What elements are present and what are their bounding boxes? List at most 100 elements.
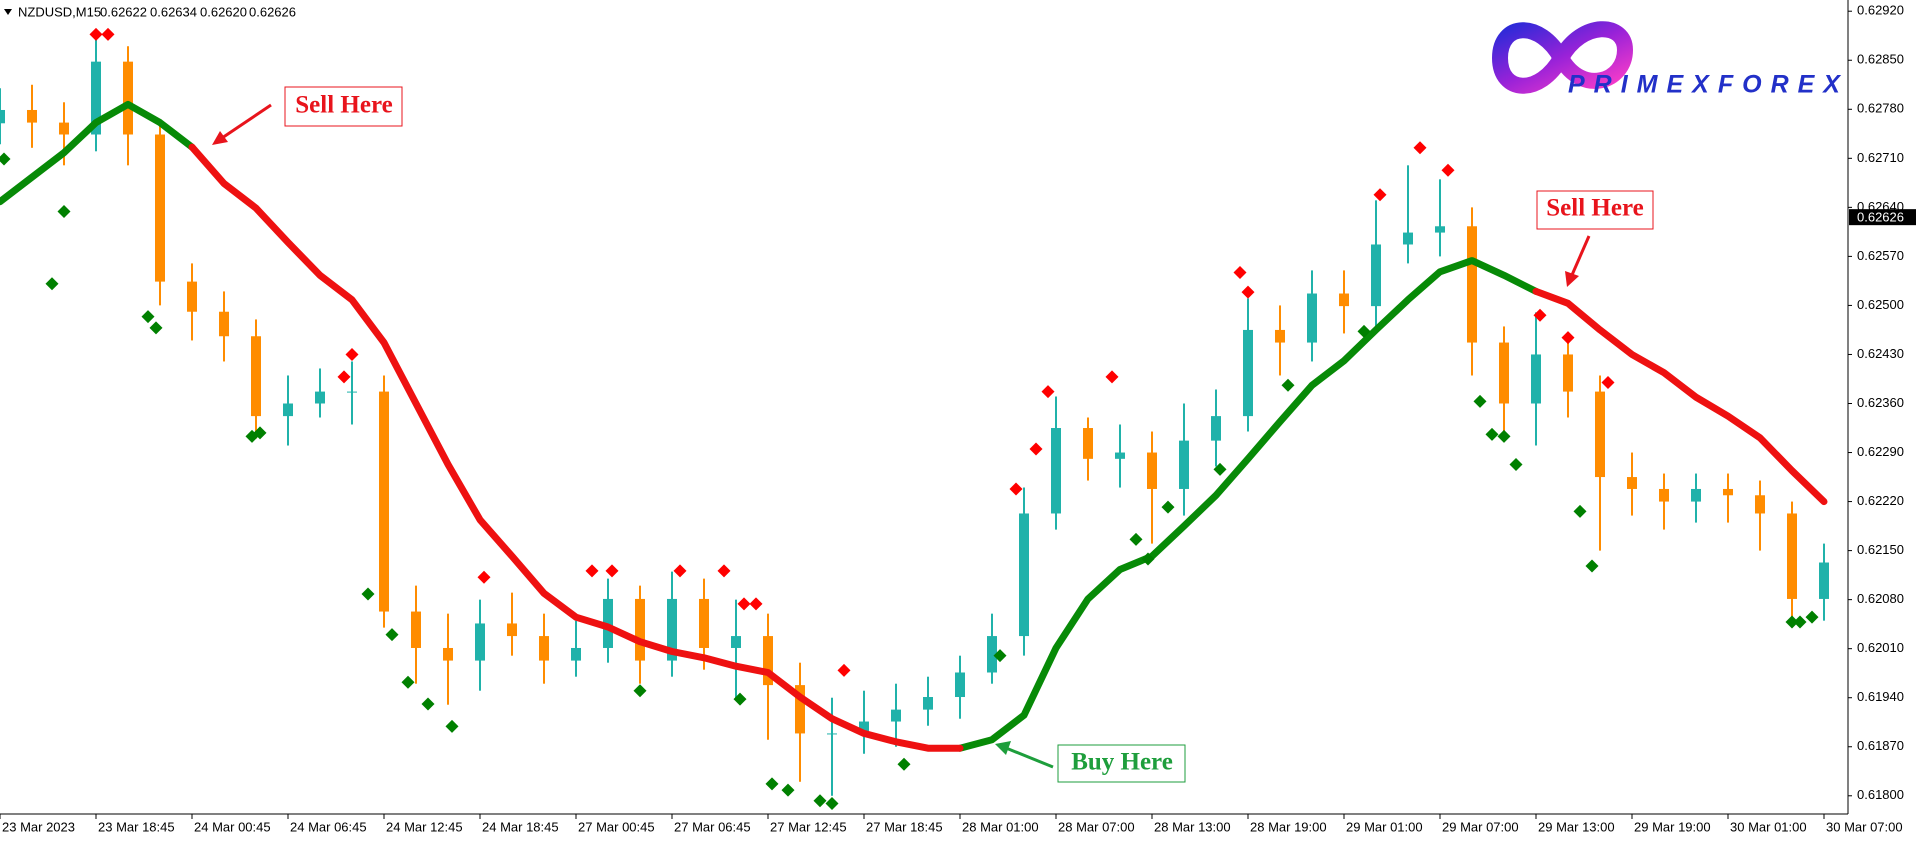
- logo-text: PRIMEXFOREX: [1568, 71, 1849, 99]
- candle-body: [1659, 488, 1669, 502]
- signal-marker: [837, 663, 851, 677]
- candle-body: [1019, 513, 1029, 637]
- x-tick-label: 29 Mar 13:00: [1538, 819, 1615, 834]
- annotation: Buy Here: [995, 741, 1186, 783]
- annotation: Sell Here: [212, 86, 403, 145]
- candle-body: [1435, 226, 1445, 233]
- candle-body: [1051, 428, 1061, 514]
- candle-body: [763, 636, 773, 686]
- candle-body: [1819, 562, 1829, 599]
- signal-marker: [781, 783, 795, 797]
- price-tag: [1849, 209, 1916, 226]
- signal-marker: [89, 27, 103, 41]
- y-tick-label: 0.62920: [1857, 3, 1904, 18]
- signal-marker: [0, 152, 11, 166]
- x-tick-label: 30 Mar 01:00: [1730, 819, 1807, 834]
- y-tick-label: 0.62150: [1857, 542, 1904, 557]
- candle-body: [475, 623, 485, 661]
- signal-marker: [1533, 308, 1547, 322]
- signal-marker: [1105, 370, 1119, 384]
- candle-body: [443, 647, 453, 661]
- x-tick-label: 27 Mar 18:45: [866, 819, 943, 834]
- candle-body: [1691, 488, 1701, 502]
- signal-marker: [1805, 610, 1819, 624]
- header-open: 0.62622: [100, 4, 147, 19]
- signal-marker: [633, 684, 647, 698]
- signal-marker: [1161, 500, 1175, 514]
- y-tick-label: 0.62360: [1857, 395, 1904, 410]
- signal-marker: [825, 796, 839, 810]
- signal-marker: [897, 757, 911, 771]
- candle-body: [859, 721, 869, 734]
- signal-marker: [1141, 552, 1155, 566]
- signal-marker: [1413, 141, 1427, 155]
- y-tick-label: 0.61870: [1857, 738, 1904, 753]
- signal-marker: [401, 675, 415, 689]
- annotation-box: [284, 86, 403, 127]
- x-tick-label: 29 Mar 07:00: [1442, 819, 1519, 834]
- candle-body: [1787, 513, 1797, 599]
- header-close: 0.62626: [249, 4, 296, 19]
- trend-line: [188, 143, 1828, 752]
- candle-body: [283, 403, 293, 417]
- arrow-head: [1565, 271, 1579, 287]
- candle-body: [1499, 342, 1509, 404]
- annotation-text: Sell Here: [295, 92, 392, 119]
- candle-body: [219, 311, 229, 337]
- y-tick-label: 0.62290: [1857, 444, 1904, 459]
- signal-marker: [57, 205, 71, 219]
- trend-line: [0, 100, 1540, 752]
- x-tick-label: 30 Mar 07:00: [1826, 819, 1903, 834]
- signal-marker: [1585, 559, 1599, 573]
- signal-marker: [1213, 462, 1227, 476]
- signal-marker: [1241, 285, 1255, 299]
- signal-marker: [1573, 504, 1587, 518]
- signal-marker: [749, 597, 763, 611]
- arrow-head: [995, 741, 1011, 755]
- x-tick-label: 24 Mar 18:45: [482, 819, 559, 834]
- signal-marker: [993, 649, 1007, 663]
- candle-body: [347, 391, 357, 393]
- signal-marker: [733, 692, 747, 706]
- signal-marker: [1793, 615, 1807, 629]
- x-tick-label: 24 Mar 12:45: [386, 819, 463, 834]
- signal-marker: [45, 277, 59, 291]
- x-tick-label: 27 Mar 06:45: [674, 819, 751, 834]
- symbol: NZDUSD,M15: [18, 4, 101, 19]
- y-tick-label: 0.62780: [1857, 101, 1904, 116]
- signal-marker: [1601, 375, 1615, 389]
- candle-body: [699, 598, 709, 648]
- candle-body: [0, 109, 5, 124]
- signal-marker: [813, 794, 827, 808]
- arrow: [1005, 746, 1054, 769]
- candle-body: [1755, 495, 1765, 514]
- x-tick-label: 28 Mar 13:00: [1154, 819, 1231, 834]
- candle-body: [1371, 244, 1381, 307]
- logo-icon: [1491, 21, 1634, 94]
- x-tick-label: 28 Mar 19:00: [1250, 819, 1327, 834]
- candle-body: [155, 134, 165, 282]
- y-tick-label: 0.62500: [1857, 297, 1904, 312]
- candle-body: [1339, 293, 1349, 307]
- signal-marker: [149, 321, 163, 335]
- signal-marker: [1497, 429, 1511, 443]
- candle-body: [891, 709, 901, 722]
- signal-marker: [765, 777, 779, 791]
- candle-body: [539, 636, 549, 661]
- candle-body: [571, 647, 581, 661]
- signal-marker: [1357, 324, 1371, 338]
- y-tick-label: 0.62430: [1857, 346, 1904, 361]
- x-tick-label: 29 Mar 01:00: [1346, 819, 1423, 834]
- candle-body: [315, 391, 325, 404]
- y-tick-label: 0.62710: [1857, 150, 1904, 165]
- candle-body: [923, 697, 933, 710]
- x-tick-label: 24 Mar 06:45: [290, 819, 367, 834]
- menu-icon: [4, 9, 12, 15]
- signal-marker: [477, 570, 491, 584]
- candle-body: [827, 733, 837, 735]
- signal-marker: [253, 426, 267, 440]
- signal-marker: [1281, 378, 1295, 392]
- x-tick-label: 27 Mar 12:45: [770, 819, 847, 834]
- signal-marker: [673, 564, 687, 578]
- candle-body: [1563, 354, 1573, 392]
